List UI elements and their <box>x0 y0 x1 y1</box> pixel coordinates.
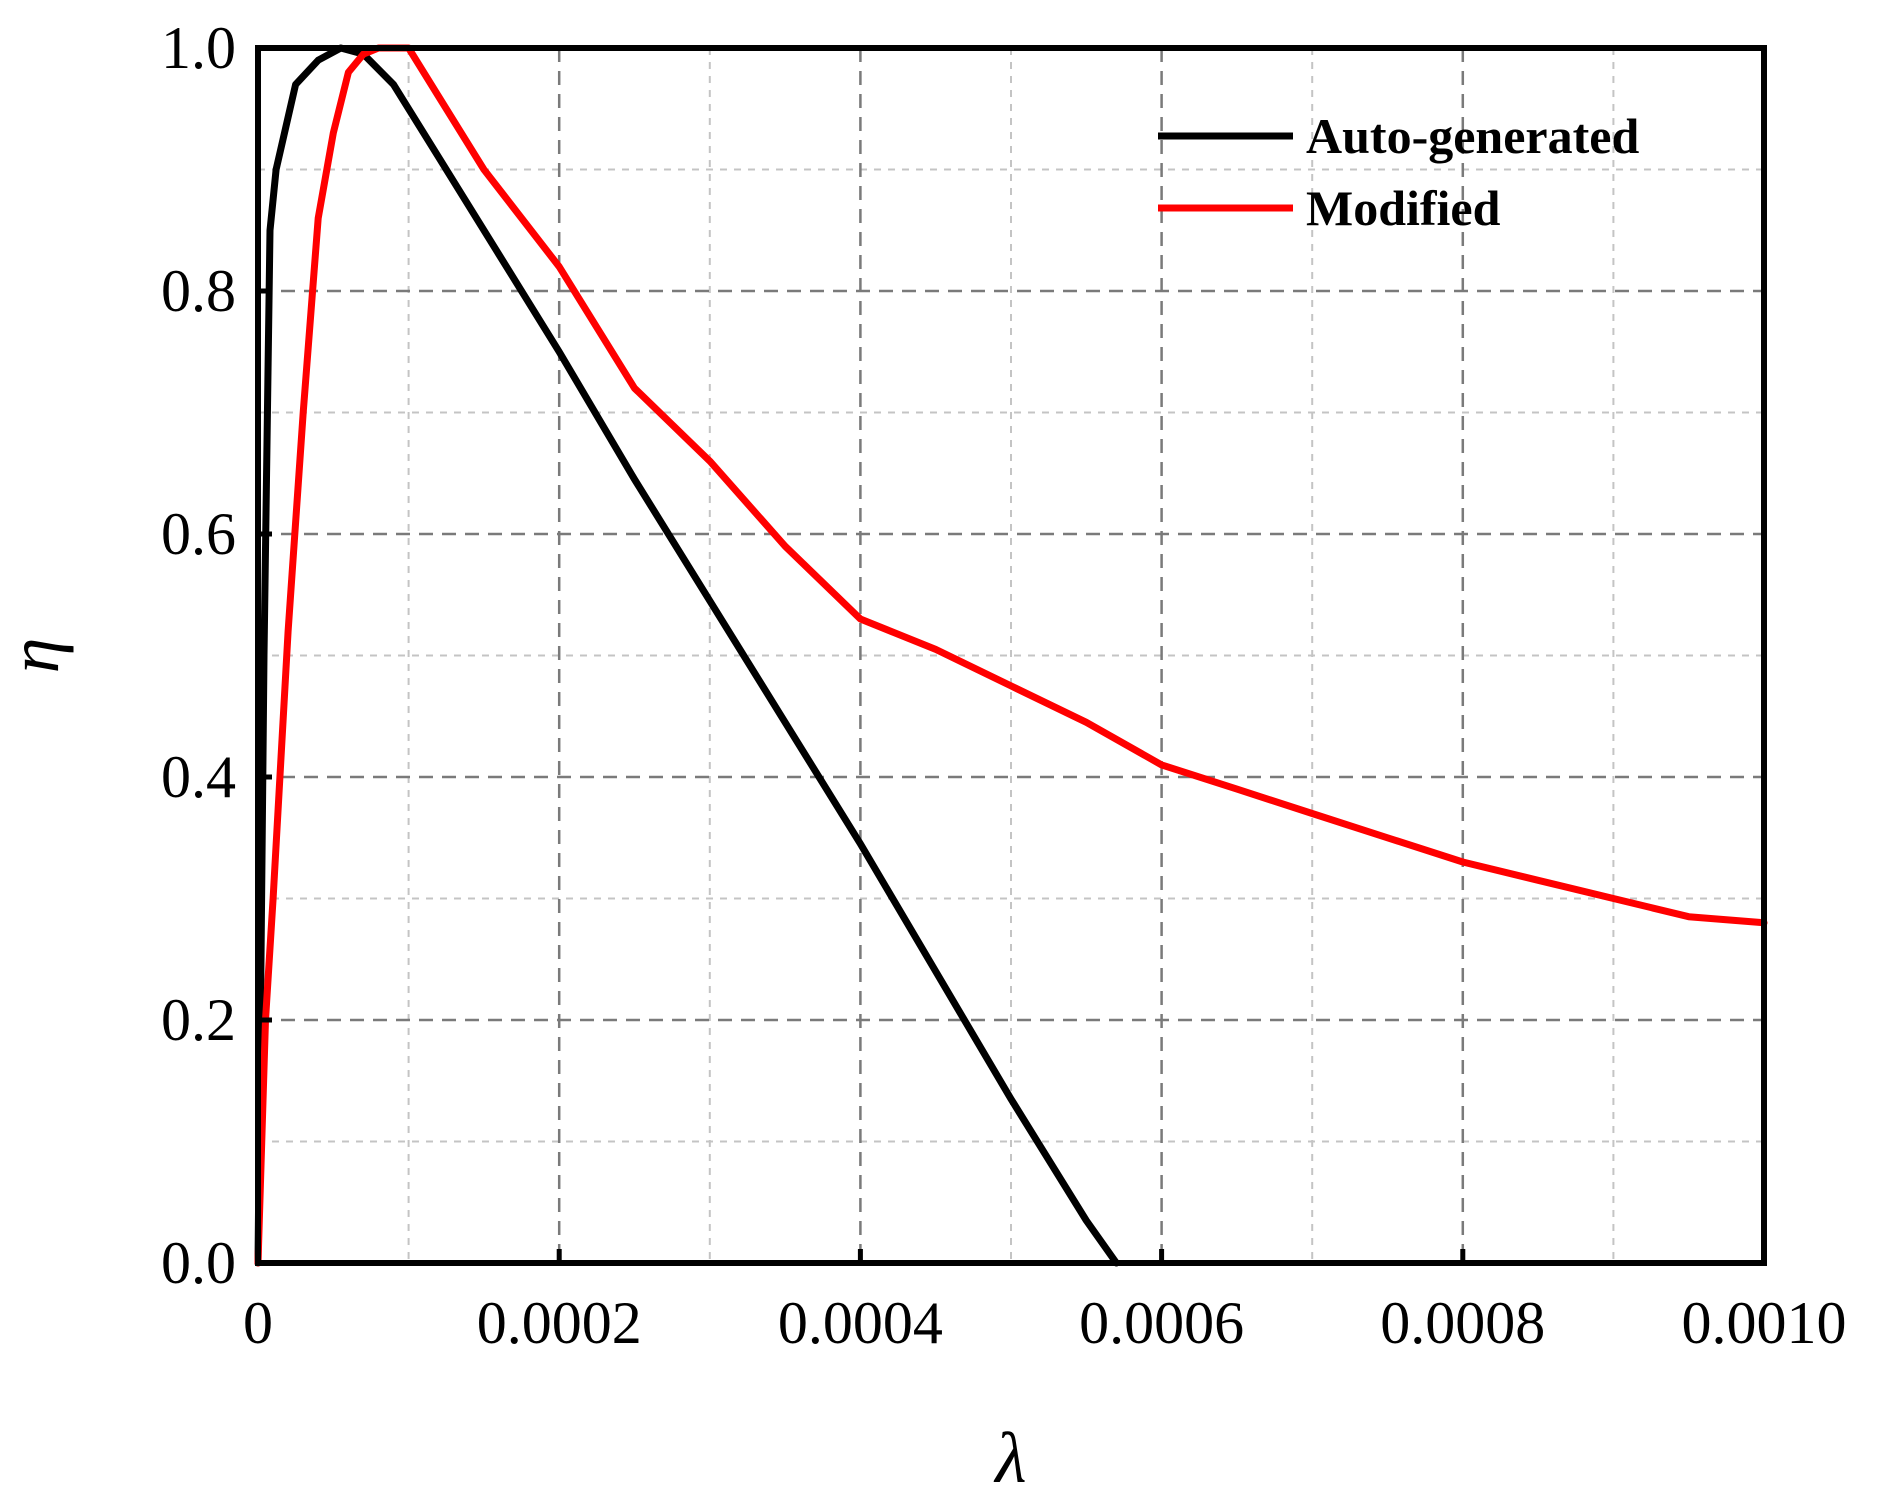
plot-frame <box>255 45 1767 1266</box>
x-tick-labels: 0 0.0002 0.0004 0.0006 0.0008 0.0010 <box>243 1290 1847 1356</box>
x-axis-title: λ <box>993 1418 1026 1498</box>
legend: Auto-generated Modified <box>1158 108 1639 236</box>
legend-label-auto-generated: Auto-generated <box>1306 108 1639 164</box>
x-tick-label: 0.0010 <box>1682 1290 1847 1356</box>
y-axis-title: η <box>0 638 74 674</box>
series-line-modified <box>254 44 1768 1267</box>
y-tick-label: 0.8 <box>161 258 236 324</box>
legend-label-modified: Modified <box>1306 180 1501 236</box>
x-tick-label: 0 <box>243 1290 273 1356</box>
minor-grid <box>258 48 1764 1263</box>
y-tick-label: 0.4 <box>161 744 236 810</box>
y-tick-labels: 0.0 0.2 0.4 0.6 0.8 1.0 <box>161 15 236 1296</box>
major-grid <box>258 48 1764 1263</box>
y-tick-label: 0.0 <box>161 1230 236 1296</box>
axis-ticks <box>255 45 1767 1266</box>
x-tick-label: 0.0002 <box>477 1290 642 1356</box>
y-tick-label: 0.2 <box>161 987 236 1053</box>
x-tick-label: 0.0004 <box>778 1290 943 1356</box>
x-tick-label: 0.0006 <box>1079 1290 1244 1356</box>
x-tick-label: 0.0008 <box>1380 1290 1545 1356</box>
series-line-auto-generated <box>254 44 1120 1267</box>
y-tick-label: 1.0 <box>161 15 236 81</box>
y-tick-label: 0.6 <box>161 501 236 567</box>
series-lines <box>254 44 1768 1267</box>
